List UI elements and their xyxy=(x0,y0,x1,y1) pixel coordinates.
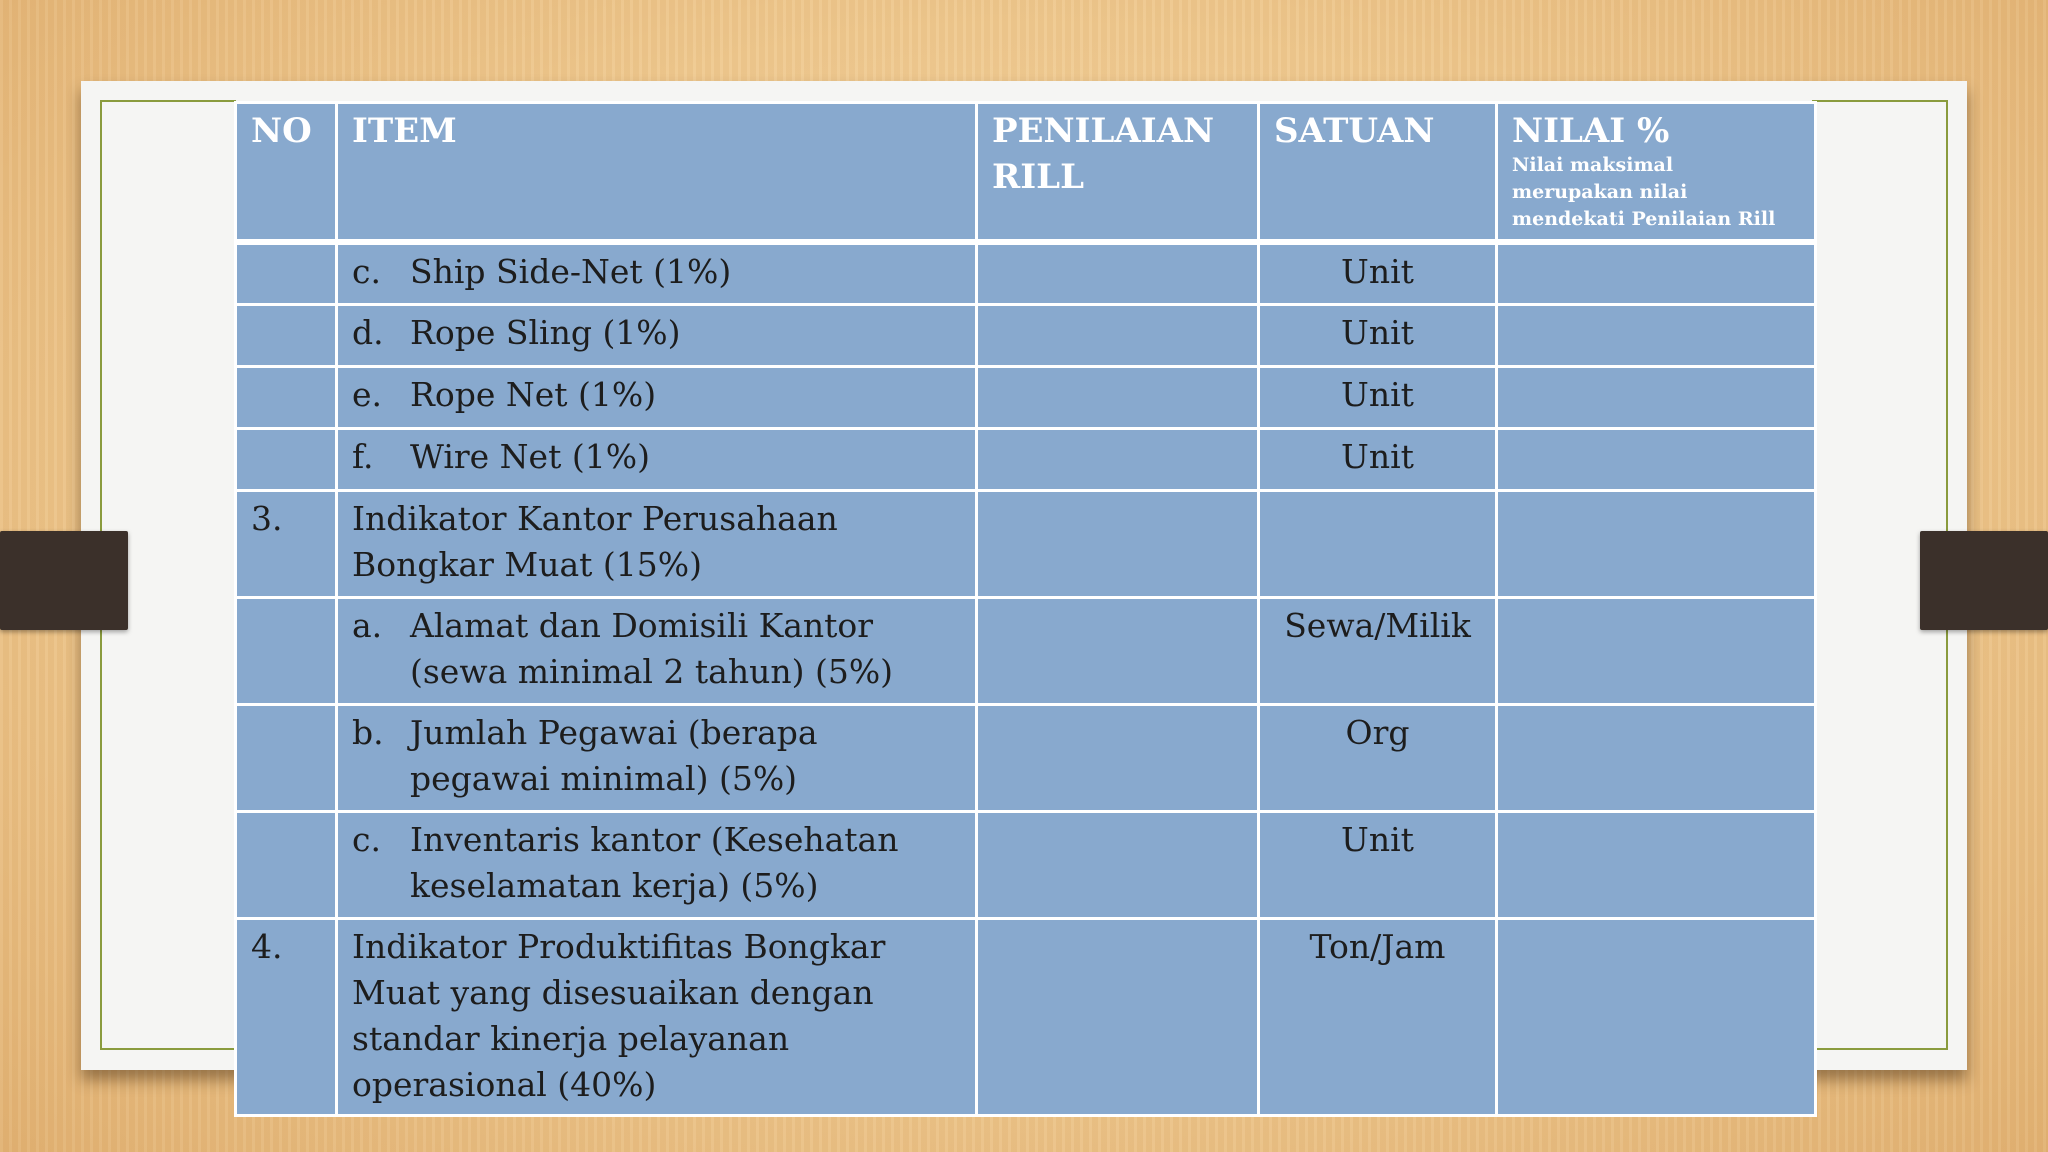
item-text: Rope Net (1%) xyxy=(410,374,657,414)
table-row: 4. Indikator Produktifitas Bongkar Muat y… xyxy=(234,916,1817,1117)
item-text: Inventaris kantor (Kesehatan keselamatan… xyxy=(410,819,899,905)
cell-item: a. Alamat dan Domisili Kantor (sewa minim… xyxy=(335,595,978,706)
cell-no xyxy=(234,302,338,368)
header-nilai: NILAI % Nilai maksimal merupakan nilai m… xyxy=(1495,101,1817,245)
cell-item: d. Rope Sling (1%) xyxy=(335,302,978,368)
item-letter: c. xyxy=(352,252,381,291)
item-text: Wire Net (1%) xyxy=(410,436,650,476)
header-item: ITEM xyxy=(335,101,978,245)
table-row: c. Inventaris kantor (Kesehatan keselamat… xyxy=(234,809,1817,920)
header-no: NO xyxy=(234,101,338,245)
cell-item: e. Rope Net (1%) xyxy=(335,364,978,430)
cell-no: 4. xyxy=(234,916,338,1117)
cell-penilaian-rill xyxy=(975,302,1260,368)
cell-nilai xyxy=(1495,426,1817,492)
cell-satuan: Org xyxy=(1257,702,1498,813)
header-nilai-label: NILAI % xyxy=(1512,111,1670,151)
item-text: Alamat dan Domisili Kantor (sewa minimal… xyxy=(410,605,894,691)
cell-item: c. Inventaris kantor (Kesehatan keselamat… xyxy=(335,809,978,920)
cell-nilai xyxy=(1495,595,1817,706)
cell-penilaian-rill xyxy=(975,488,1260,599)
header-nilai-note: Nilai maksimal merupakan nilai mendekati… xyxy=(1512,154,1776,230)
table-row: b. Jumlah Pegawai (berapa pegawai minimal… xyxy=(234,702,1817,813)
item-text: Rope Sling (1%) xyxy=(410,312,681,352)
item-text: Jumlah Pegawai (berapa pegawai minimal) … xyxy=(410,712,818,798)
cell-satuan: Unit xyxy=(1257,809,1498,920)
item-letter: b. xyxy=(352,712,384,752)
cell-nilai xyxy=(1495,702,1817,813)
assessment-table: NO ITEM PENILAIAN RILL SATUAN NILAI % Ni… xyxy=(234,101,1817,1117)
cell-penilaian-rill xyxy=(975,916,1260,1117)
cell-nilai xyxy=(1495,916,1817,1117)
right-tab-decoration xyxy=(1920,531,2048,630)
item-text: Ship Side-Net (1%) xyxy=(410,252,732,291)
table-row: f. Wire Net (1%) Unit xyxy=(234,426,1817,492)
cell-no xyxy=(234,595,338,706)
cell-satuan: Unit xyxy=(1257,302,1498,368)
item-text: Indikator Kantor Perusahaan Bongkar Muat… xyxy=(352,498,838,584)
cell-nilai xyxy=(1495,364,1817,430)
cell-penilaian-rill xyxy=(975,809,1260,920)
cell-satuan: Sewa/Milik xyxy=(1257,595,1498,706)
cell-satuan: Ton/Jam xyxy=(1257,916,1498,1117)
cell-satuan: Unit xyxy=(1257,240,1498,306)
cell-nilai xyxy=(1495,302,1817,368)
cell-item: f. Wire Net (1%) xyxy=(335,426,978,492)
cell-nilai xyxy=(1495,240,1817,306)
table-row: e. Rope Net (1%) Unit xyxy=(234,364,1817,430)
cell-item: b. Jumlah Pegawai (berapa pegawai minimal… xyxy=(335,702,978,813)
cell-penilaian-rill xyxy=(975,426,1260,492)
cell-no xyxy=(234,364,338,430)
item-text: Indikator Produktifitas Bongkar Muat yan… xyxy=(352,926,886,1104)
cell-penilaian-rill xyxy=(975,240,1260,306)
left-tab-decoration xyxy=(0,531,128,630)
cell-nilai xyxy=(1495,809,1817,920)
cell-satuan: Unit xyxy=(1257,364,1498,430)
header-satuan: SATUAN xyxy=(1257,101,1498,245)
cell-no: 3. xyxy=(234,488,338,599)
cell-satuan xyxy=(1257,488,1498,599)
item-letter: e. xyxy=(352,374,383,414)
cell-no xyxy=(234,426,338,492)
item-letter: a. xyxy=(352,605,383,645)
item-letter: c. xyxy=(352,819,381,859)
cell-no xyxy=(234,240,338,306)
item-letter: d. xyxy=(352,312,384,352)
header-penilaian-rill: PENILAIAN RILL xyxy=(975,101,1260,245)
table-row: a. Alamat dan Domisili Kantor (sewa minim… xyxy=(234,595,1817,706)
cell-satuan: Unit xyxy=(1257,426,1498,492)
cell-item: Indikator Kantor Perusahaan Bongkar Muat… xyxy=(335,488,978,599)
cell-penilaian-rill xyxy=(975,364,1260,430)
cell-item: c. Ship Side-Net (1%) xyxy=(335,240,978,306)
table-row: c. Ship Side-Net (1%) Unit xyxy=(234,240,1817,306)
cell-no xyxy=(234,809,338,920)
cell-item: Indikator Produktifitas Bongkar Muat yan… xyxy=(335,916,978,1117)
cell-nilai xyxy=(1495,488,1817,599)
cell-penilaian-rill xyxy=(975,702,1260,813)
cell-no xyxy=(234,702,338,813)
table-header-row: NO ITEM PENILAIAN RILL SATUAN NILAI % Ni… xyxy=(234,101,1817,245)
table-row: d. Rope Sling (1%) Unit xyxy=(234,302,1817,368)
item-letter: f. xyxy=(352,436,374,476)
table-row: 3. Indikator Kantor Perusahaan Bongkar Mu… xyxy=(234,488,1817,599)
cell-penilaian-rill xyxy=(975,595,1260,706)
